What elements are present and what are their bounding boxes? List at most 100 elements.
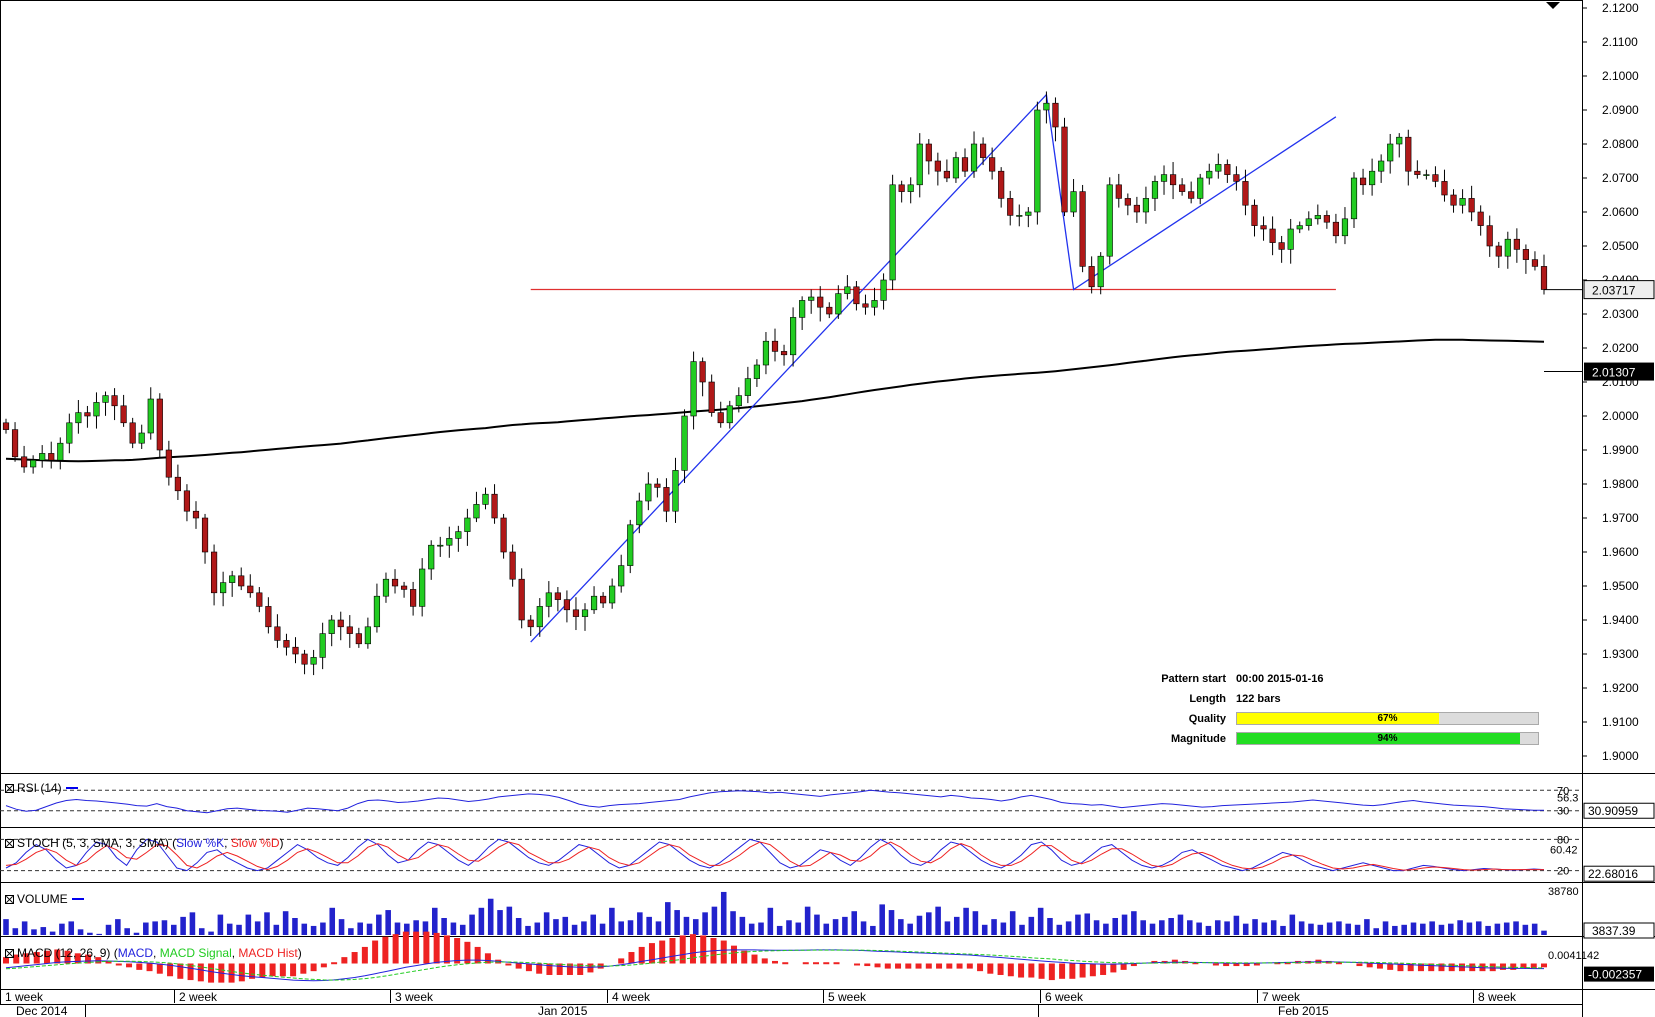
candle-body — [473, 504, 480, 519]
close-panel-icon[interactable] — [5, 784, 14, 793]
candle-body — [1323, 215, 1330, 223]
macd-hist-bar — [1243, 963, 1250, 967]
macd-hist-bar — [525, 963, 532, 972]
candle-body — [48, 453, 55, 461]
macd-hist-bar — [279, 963, 286, 977]
volume-bar — [245, 914, 252, 935]
macd-hist-bar — [64, 950, 71, 964]
macd-hist-bar — [946, 963, 953, 969]
volume-bar — [1466, 922, 1473, 935]
week-label: 2 week — [179, 990, 218, 1004]
close-panel-icon[interactable] — [5, 839, 14, 848]
volume-bar — [254, 921, 261, 935]
macd-hist-bar — [1356, 963, 1363, 967]
macd-value-tag — [1584, 966, 1654, 982]
volume-bar — [515, 918, 522, 935]
volume-bar — [394, 922, 401, 935]
macd-hist-bar — [813, 962, 820, 965]
candle-body — [238, 575, 245, 587]
macd-hist-bar — [341, 957, 348, 964]
candle-body — [1405, 136, 1412, 172]
volume-bar — [413, 920, 419, 935]
macd-hist-bar — [228, 963, 235, 983]
volume-bar — [963, 907, 969, 935]
macd-hist-bar — [895, 963, 902, 969]
volume-bar — [1252, 919, 1258, 935]
macd-hist-bar — [1028, 963, 1035, 978]
candle-body — [337, 619, 344, 628]
macd-hist-bar — [54, 949, 61, 964]
candle-body — [699, 361, 706, 383]
macd-hist-bar — [730, 945, 737, 964]
volume-bar — [748, 923, 755, 935]
week-label: 4 week — [612, 990, 651, 1004]
volume-bar — [599, 923, 606, 935]
macd-hist-bar — [1038, 963, 1045, 979]
candle-body — [627, 524, 634, 566]
magnitude-bar-fill — [1237, 733, 1520, 744]
candle-body — [1260, 225, 1267, 230]
candle-body — [1369, 170, 1376, 186]
candle-body — [1251, 204, 1258, 226]
candle-body — [120, 405, 127, 424]
candle-body — [1061, 126, 1068, 213]
candle-body — [1269, 228, 1276, 243]
macd-hist-bar — [1007, 963, 1014, 977]
close-panel-icon[interactable] — [5, 949, 14, 958]
y-tick-label: 1.9900 — [1602, 443, 1639, 457]
candle-body — [1350, 177, 1358, 220]
month-label: Feb 2015 — [1278, 1004, 1329, 1017]
macd-hist-bar — [515, 963, 522, 969]
volume-bar — [1196, 922, 1202, 935]
volume-bar — [1168, 918, 1174, 935]
volume-bar — [96, 933, 102, 935]
candle-body — [39, 453, 46, 461]
volume-bar — [1280, 925, 1286, 935]
candle-body — [1034, 109, 1041, 213]
volume-bar — [935, 906, 941, 935]
candle-body — [1387, 143, 1394, 162]
quality-bar-fill — [1237, 713, 1439, 724]
volume-bar — [851, 911, 858, 935]
candle-body — [364, 626, 371, 645]
candle-body — [165, 449, 172, 478]
y-tick-label: 1.9100 — [1602, 715, 1639, 729]
macd-hist-bar — [536, 963, 543, 974]
candle-body — [1441, 181, 1448, 196]
macd-hist-bar — [1397, 963, 1404, 972]
volume-bar — [879, 904, 885, 935]
volume-bar — [870, 925, 876, 935]
close-panel-icon[interactable] — [5, 895, 14, 904]
volume-bar — [1503, 922, 1510, 935]
volume-bar — [124, 928, 130, 935]
volume-bar — [1298, 921, 1305, 935]
stoch-d-legend: Slow %D — [230, 836, 280, 850]
candle-body — [799, 300, 806, 318]
candle-body — [2, 422, 10, 430]
candle-body — [1142, 198, 1150, 213]
stoch-d-line — [5, 841, 1544, 871]
y-tick-label: 1.9500 — [1602, 579, 1639, 593]
macd-hist-bar — [833, 962, 840, 965]
macd-hist-bar — [751, 954, 758, 964]
volume-bar — [1131, 911, 1137, 935]
volume-bar — [40, 927, 47, 935]
candle-body — [455, 531, 462, 539]
candle-body — [934, 160, 941, 172]
volume-bar — [1448, 923, 1454, 935]
volume-bar — [1205, 925, 1212, 935]
candle-body — [391, 578, 399, 587]
volume-bar — [1522, 924, 1529, 935]
rsi-line — [5, 789, 1544, 814]
volume-bar — [1242, 923, 1249, 935]
candle-body — [916, 143, 923, 186]
volume-bar — [525, 925, 531, 935]
volume-panel-label: VOLUME — [5, 892, 84, 906]
week-label: 3 week — [395, 990, 434, 1004]
volume-bar — [553, 919, 559, 935]
volume-bar — [478, 907, 485, 935]
volume-bar — [1065, 921, 1072, 935]
week-label: 6 week — [1045, 990, 1084, 1004]
candle-body — [1124, 198, 1131, 206]
candle-body — [1169, 174, 1177, 186]
